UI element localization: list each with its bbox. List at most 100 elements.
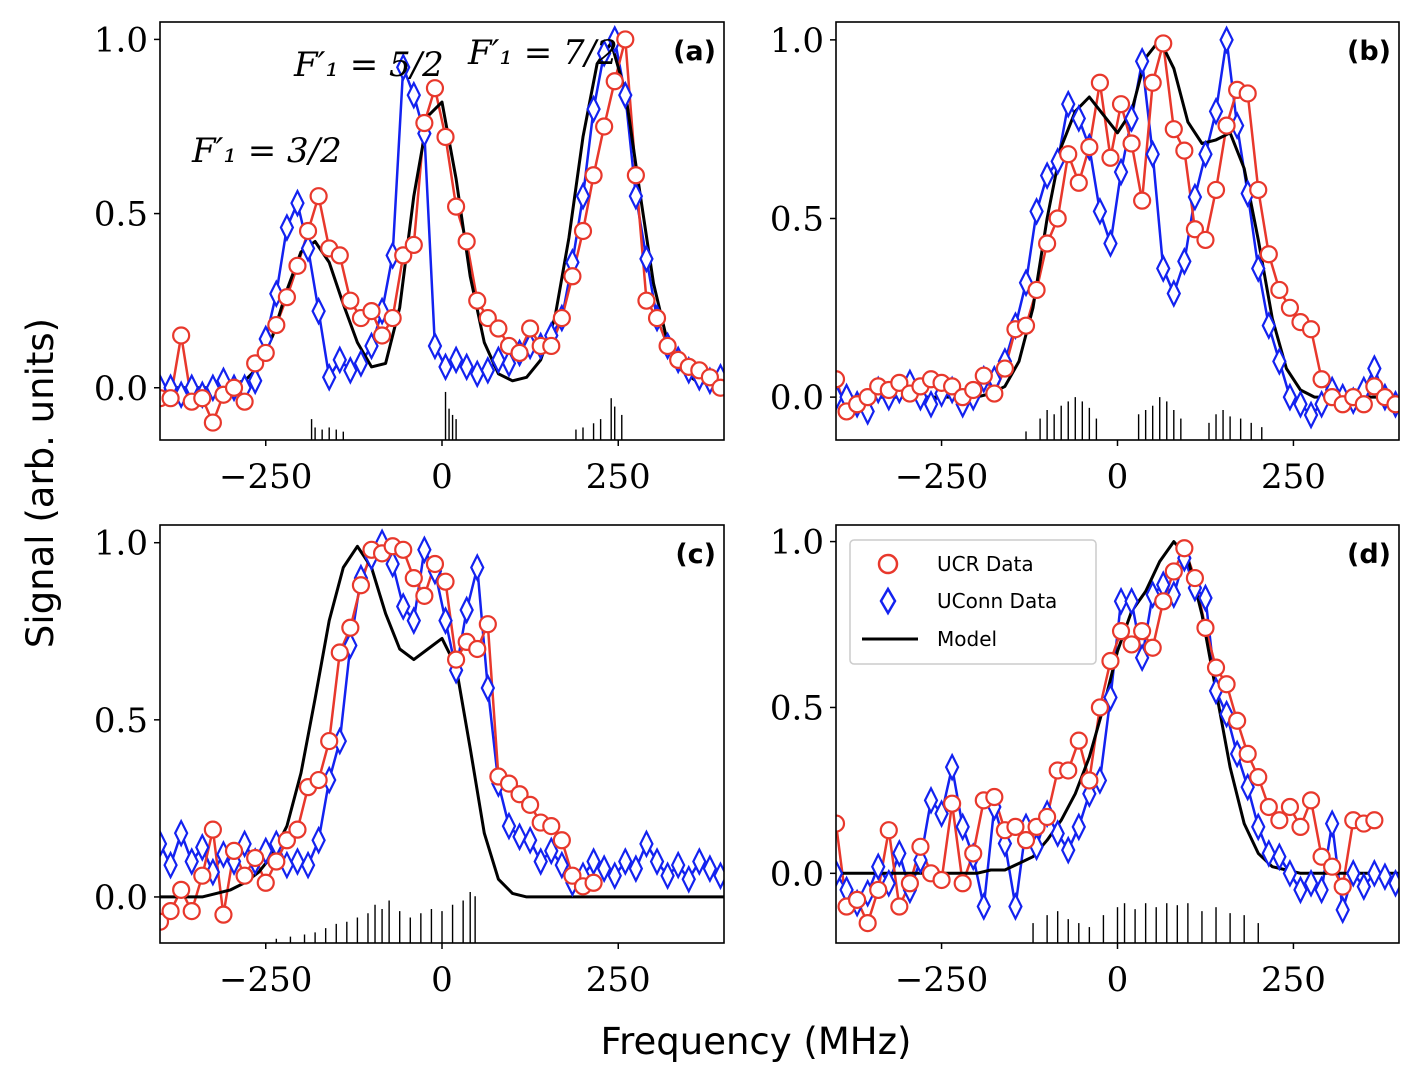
- plot-area: [836, 539, 1399, 933]
- x-tick-label: 250: [586, 960, 651, 1000]
- data-point-uconn: [923, 389, 939, 419]
- data-point-ucr: [1016, 316, 1036, 335]
- data-point-ucr: [1291, 817, 1310, 836]
- data-point-uconn: [1145, 580, 1160, 610]
- data-point-ucr: [468, 639, 487, 659]
- data-point-uconn: [300, 850, 316, 880]
- data-point-ucr: [182, 902, 201, 921]
- data-point-uconn: [1071, 104, 1087, 133]
- panel-d: −250 0 250 0.0 0.5 1.0 (d): [770, 523, 1400, 1000]
- data-point-ucr: [1249, 768, 1268, 787]
- data-point-ucr: [985, 384, 1004, 403]
- data-point-uconn: [353, 348, 369, 378]
- data-point-ucr: [415, 113, 434, 133]
- data-point-ucr: [235, 392, 254, 411]
- data-point-ucr: [193, 389, 212, 408]
- data-point-ucr: [890, 897, 909, 916]
- data-point-uconn: [1219, 25, 1234, 55]
- data-point-ucr: [1069, 731, 1088, 750]
- data-point-ucr: [1069, 173, 1088, 192]
- data-point-ucr: [351, 576, 371, 595]
- y-tick-label: 0.5: [94, 195, 148, 235]
- x-tick-label: 0: [431, 457, 453, 497]
- data-point-ucr: [1090, 698, 1110, 717]
- data-point-uconn: [1261, 311, 1277, 341]
- x-tick-label: 0: [1107, 960, 1129, 1000]
- data-point-ucr: [1175, 539, 1194, 558]
- data-point-ucr: [1038, 234, 1057, 253]
- data-point-ucr: [436, 127, 455, 147]
- data-point-uconn: [649, 847, 665, 876]
- legend-uconn-marker: [879, 586, 897, 616]
- data-point-uconn: [670, 850, 686, 880]
- data-point-ucr: [224, 841, 244, 860]
- data-point-uconn: [976, 892, 992, 921]
- data-point-ucr: [626, 166, 645, 185]
- data-point-ucr: [203, 820, 222, 839]
- data-point-ucr: [1196, 230, 1215, 250]
- data-point-uconn: [1251, 254, 1266, 283]
- data-point-ucr: [890, 373, 909, 392]
- data-point-ucr: [1206, 658, 1226, 677]
- annotation-f-five-halves: F′₁ = 5/2: [293, 45, 444, 85]
- data-point-uconn: [205, 857, 221, 887]
- data-point-uconn: [385, 549, 400, 579]
- data-point-uconn: [501, 811, 517, 841]
- data-point-ucr: [1111, 622, 1131, 641]
- legend-model-label: Model: [937, 627, 997, 651]
- data-point-ucr: [161, 389, 180, 408]
- data-point-uconn: [892, 838, 907, 868]
- data-point-ucr: [1016, 831, 1036, 850]
- data-point-ucr: [341, 291, 360, 310]
- data-point-ucr: [1312, 370, 1331, 389]
- data-point-uconn: [1282, 858, 1298, 888]
- data-point-uconn: [1293, 389, 1308, 419]
- data-point-uconn: [1166, 580, 1182, 610]
- data-point-uconn: [1071, 812, 1087, 842]
- data-point-uconn: [1198, 139, 1213, 169]
- data-point-uconn: [1261, 838, 1277, 868]
- annotation-f-seven-halves: F′₁ = 7/2: [467, 33, 618, 73]
- data-point-ucr: [1386, 395, 1399, 414]
- data-point-uconn: [1061, 89, 1076, 119]
- data-point-ucr: [478, 308, 497, 328]
- data-point-ucr: [425, 554, 445, 574]
- data-point-ucr: [848, 890, 867, 909]
- series-line-uconn: [836, 38, 1397, 417]
- panel-label: (c): [675, 539, 716, 570]
- data-point-ucr: [1175, 141, 1194, 160]
- data-point-ucr: [246, 354, 265, 373]
- x-tick-label: 250: [586, 457, 651, 497]
- data-point-uconn: [480, 673, 496, 703]
- panel-c: −250 0 250 0.0 0.5 1.0 (c): [94, 524, 725, 1000]
- data-point-uconn: [955, 812, 970, 842]
- data-point-ucr: [1323, 857, 1342, 876]
- data-point-ucr: [1270, 811, 1289, 830]
- data-point-ucr: [1006, 817, 1025, 836]
- data-point-uconn: [554, 850, 570, 880]
- data-point-ucr: [436, 572, 455, 591]
- data-point-ucr: [341, 618, 360, 637]
- data-point-uconn: [279, 213, 295, 242]
- data-point-ucr: [1027, 280, 1046, 300]
- data-point-uconn: [575, 181, 591, 211]
- data-point-uconn: [1208, 96, 1224, 126]
- data-point-uconn: [395, 52, 411, 82]
- series-line-model: [160, 544, 724, 899]
- data-point-ucr: [499, 774, 519, 793]
- data-point-ucr: [235, 866, 254, 885]
- legend-uconn-label: UConn Data: [937, 589, 1057, 613]
- data-point-ucr: [964, 844, 983, 863]
- data-point-uconn: [470, 553, 485, 582]
- data-point-uconn: [300, 233, 316, 263]
- data-point-uconn: [1134, 46, 1150, 76]
- data-point-ucr: [1259, 245, 1278, 264]
- data-point-uconn: [448, 345, 464, 375]
- data-point-ucr: [510, 785, 529, 804]
- x-tick-label: 250: [1261, 960, 1326, 1000]
- data-point-uconn: [533, 847, 548, 876]
- data-point-uconn: [836, 382, 844, 412]
- data-point-ucr: [1143, 638, 1162, 657]
- data-point-ucr: [172, 326, 191, 345]
- data-point-ucr: [288, 256, 307, 275]
